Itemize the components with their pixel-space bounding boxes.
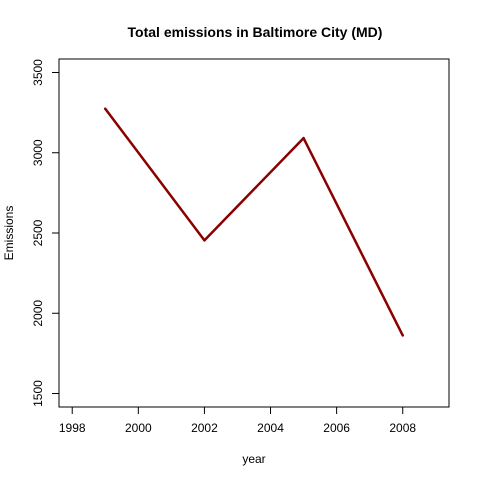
data-point bbox=[302, 136, 305, 140]
data-point bbox=[203, 239, 206, 242]
x-tick-label: 2000 bbox=[125, 421, 152, 435]
y-axis-label: Emissions bbox=[2, 206, 16, 261]
x-tick-label: 2002 bbox=[191, 421, 218, 435]
y-tick-label: 2000 bbox=[31, 300, 45, 327]
y-axis: 1500 2000 2500 3000 3500 bbox=[31, 59, 60, 407]
series-layer bbox=[104, 107, 404, 337]
data-point bbox=[104, 107, 107, 110]
plot-frame bbox=[58, 58, 450, 408]
chart-title: Total emissions in Baltimore City (MD) bbox=[128, 24, 383, 40]
y-tick-label: 2500 bbox=[31, 219, 45, 246]
x-tick-label: 2004 bbox=[257, 421, 284, 435]
y-tick-label: 3000 bbox=[31, 139, 45, 166]
series-line bbox=[104, 107, 404, 337]
x-axis-label: year bbox=[242, 452, 265, 466]
data-point bbox=[401, 334, 404, 337]
x-axis: 1998 2000 2002 2004 2006 2008 bbox=[59, 406, 416, 435]
x-tick-label: 1998 bbox=[59, 421, 86, 435]
y-tick-label: 1500 bbox=[31, 380, 45, 407]
x-tick-label: 2008 bbox=[389, 421, 416, 435]
x-tick-label: 2006 bbox=[323, 421, 350, 435]
y-tick-label: 3500 bbox=[31, 59, 45, 86]
